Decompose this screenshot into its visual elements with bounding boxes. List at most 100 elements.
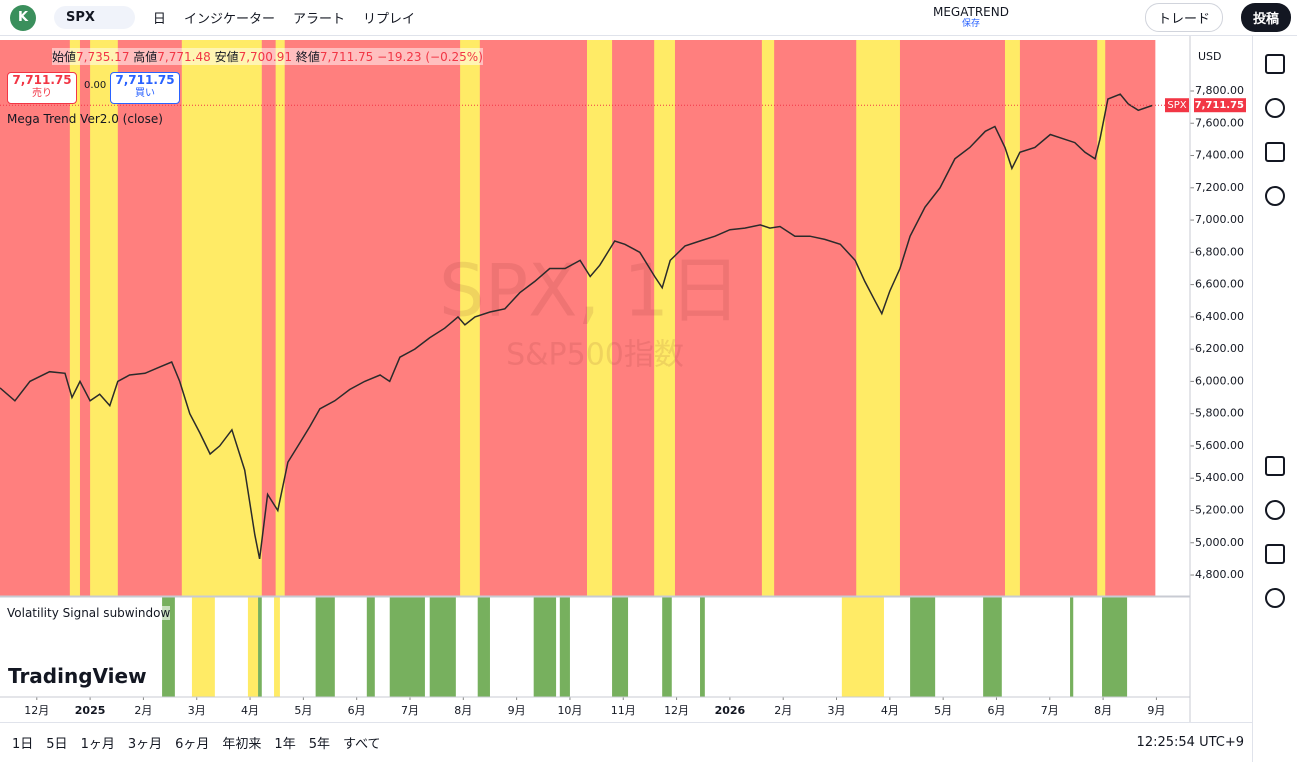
x-tick-label: 11月 (611, 704, 636, 717)
spread: 0.00 (84, 80, 107, 91)
sidebar-icon[interactable] (1265, 456, 1285, 476)
signal-green (700, 597, 705, 697)
buy-price: 7,711.75 (115, 73, 175, 87)
sidebar-icon[interactable] (1265, 186, 1285, 206)
signal-yellow (274, 597, 280, 697)
price-tag: 7,711.75 (1195, 100, 1244, 111)
high-label: 高値 (133, 50, 158, 64)
logo: TradingView (8, 664, 147, 688)
signal-green (389, 597, 425, 697)
range-button[interactable]: 5日 (46, 737, 68, 752)
signal-green (315, 597, 335, 697)
y-tick-label: 5,200.00 (1195, 503, 1244, 516)
watermark-description: S&P500指数 (506, 338, 684, 373)
x-tick-label: 9月 (1147, 704, 1165, 717)
change: −19.23 (−0.25%) (377, 50, 483, 64)
low: 7,700.91 (238, 50, 293, 64)
top-toolbar: K SPX 日 インジケーター アラート リプレイ MEGATREND 保存 ト… (0, 0, 1297, 36)
symbol-search[interactable]: SPX (54, 6, 135, 29)
sell-label: 売り (32, 88, 52, 99)
trade-button[interactable]: トレード (1144, 3, 1223, 32)
range-button[interactable]: 3ヶ月 (127, 737, 163, 752)
range-button[interactable]: 1日 (12, 737, 34, 752)
y-tick-label: 6,200.00 (1195, 342, 1244, 355)
y-tick-label: 6,000.00 (1195, 374, 1244, 387)
signal-green (162, 597, 175, 697)
y-tick-label: 7,400.00 (1195, 149, 1244, 162)
low-label: 安値 (214, 50, 239, 64)
buy-button[interactable]: 7,711.75 買い (110, 72, 180, 104)
interval[interactable]: 日 (152, 12, 166, 27)
x-tick-label: 12月 (664, 704, 689, 717)
price-tag-symbol: SPX (1167, 100, 1186, 111)
buy-label: 買い (135, 88, 155, 99)
avatar[interactable]: K (10, 4, 36, 31)
indicators[interactable]: インジケーター (183, 12, 275, 27)
signal-green (662, 597, 672, 697)
high: 7,771.48 (157, 50, 211, 64)
sell-button[interactable]: 7,711.75 売り (7, 72, 77, 104)
y-tick-label: 7,800.00 (1195, 84, 1244, 97)
signal-green (612, 597, 629, 697)
ohlc-legend: 始値7,735.17 高値7,771.48 安値7,700.91 終値7,711… (52, 48, 483, 65)
layout[interactable]: MEGATREND 保存 (933, 6, 1009, 30)
x-tick-label: 8月 (454, 704, 472, 717)
sidebar-icon[interactable] (1265, 142, 1285, 162)
y-tick-label: 5,600.00 (1195, 439, 1244, 452)
signal-green (366, 597, 375, 697)
sidebar-icon[interactable] (1265, 544, 1285, 564)
x-tick-label: 4月 (241, 704, 259, 717)
range-button[interactable]: 1年 (274, 737, 296, 752)
signal-yellow (841, 597, 884, 697)
sidebar-icon[interactable] (1265, 588, 1285, 608)
save-status: 保存 (961, 18, 980, 29)
open: 7,735.17 (76, 50, 130, 64)
sidebar-icon[interactable] (1265, 500, 1285, 520)
x-tick-label: 7月 (1041, 704, 1059, 717)
x-tick-label: 2月 (134, 704, 152, 717)
trend-band-yellow (1097, 40, 1106, 596)
y-tick-label: 5,400.00 (1195, 471, 1244, 484)
y-tick-label: 7,200.00 (1195, 181, 1244, 194)
x-tick-label: 7月 (401, 704, 419, 717)
y-tick-label: 6,400.00 (1195, 310, 1244, 323)
sidebar-icon[interactable] (1265, 98, 1285, 118)
signal-green (559, 597, 570, 697)
signal-green (477, 597, 490, 697)
sidebar-icon[interactable] (1265, 54, 1285, 74)
trend-band-yellow (654, 40, 675, 596)
replay[interactable]: リプレイ (362, 12, 415, 27)
publish-button[interactable]: 投稿 (1240, 3, 1291, 32)
x-tick-label: 3月 (828, 704, 846, 717)
x-tick-label: 12月 (24, 704, 49, 717)
subwindow-title: Volatility Signal subwindow (7, 606, 171, 620)
y-tick-label: 4,800.00 (1195, 568, 1244, 581)
range-button[interactable]: 1ヶ月 (80, 737, 115, 752)
trend-band-yellow (761, 40, 775, 596)
x-tick-label: 9月 (508, 704, 526, 717)
x-tick-label: 6月 (348, 704, 366, 717)
range-button[interactable]: すべて (342, 737, 381, 752)
currency[interactable]: USD (1198, 50, 1222, 63)
x-tick-label: 5月 (294, 704, 312, 717)
x-tick-label: 6月 (987, 704, 1005, 717)
trend-band-yellow (460, 40, 480, 596)
alert[interactable]: アラート (292, 12, 345, 27)
signal-green (910, 597, 936, 697)
chart: SPX, 1日 S&P500指数 4,800.00 5,000.00 5,200.00 5… (0, 36, 1246, 722)
y-tick-label: 6,600.00 (1195, 278, 1244, 291)
x-tick-label: 3月 (188, 704, 206, 717)
bottom-toolbar: 1日 5日 1ヶ月 3ヶ月 6ヶ月 年初来 1年 5年 すべて 12:25:54 UTC+9 (0, 722, 1252, 762)
clock: 12:25:54 UTC+9 (1136, 735, 1244, 750)
price-line (0, 93, 1153, 560)
y-tick-label: 5,800.00 (1195, 407, 1244, 420)
signal-green (533, 597, 557, 697)
x-tick-label: 5月 (934, 704, 952, 717)
range-button[interactable]: 6ヶ月 (175, 737, 210, 752)
range-button[interactable]: 年初来 (222, 737, 262, 752)
range-button[interactable]: 5年 (308, 737, 330, 752)
price-tag-bg (1194, 98, 1246, 113)
layout-name: MEGATREND (932, 4, 1009, 19)
trend-band-yellow (1004, 40, 1020, 596)
